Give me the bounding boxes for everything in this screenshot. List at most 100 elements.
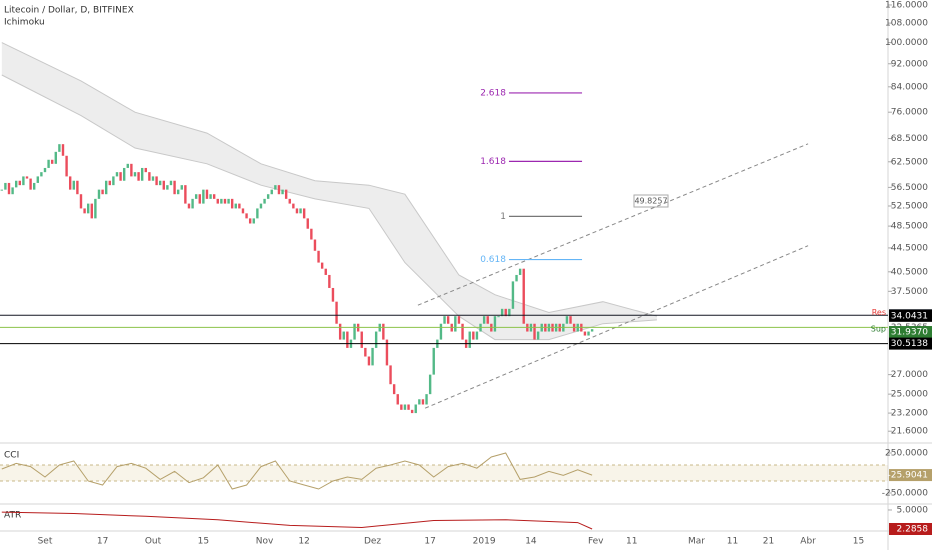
candle (140, 167, 144, 181)
level-box (889, 337, 932, 350)
candle (292, 203, 295, 209)
x-tick-label: 21 (763, 537, 774, 547)
candle (295, 208, 299, 214)
candle (72, 180, 75, 190)
candle (90, 203, 93, 219)
candle (234, 203, 237, 209)
level-tag: Sup (871, 325, 886, 334)
candle (58, 144, 61, 152)
candle (14, 180, 18, 188)
candle (248, 218, 252, 224)
candle (11, 187, 14, 195)
candle (493, 316, 497, 332)
value-label: -25.9041 (888, 471, 928, 481)
candle (277, 185, 281, 195)
trendline (417, 143, 809, 306)
candle (274, 185, 277, 190)
candle (374, 331, 378, 348)
candle (306, 218, 309, 229)
candle (166, 185, 169, 190)
candle (0, 189, 3, 191)
candle (371, 347, 374, 366)
level-label: 31.9370 (891, 328, 928, 338)
candle (18, 180, 21, 186)
candle (385, 339, 389, 366)
candle (86, 203, 90, 214)
fib-label: 2.618 (480, 88, 506, 98)
candle (353, 323, 356, 340)
candle (482, 316, 486, 324)
candle (155, 176, 158, 186)
x-tick-label: Abr (800, 537, 816, 547)
candle (266, 194, 270, 199)
candle (94, 198, 97, 219)
candle (259, 203, 263, 209)
x-tick-label: Fev (588, 537, 604, 547)
candle (418, 399, 421, 405)
candle (173, 180, 176, 195)
x-tick-label: Out (145, 537, 162, 547)
y-tick-label: 68.5000 (891, 134, 928, 144)
candle (299, 208, 302, 214)
chart-title: Litecoin / Dollar, D, BITFINEX (4, 6, 134, 16)
candle (137, 172, 140, 181)
candle (227, 198, 230, 204)
candle (486, 316, 489, 324)
candle (313, 239, 317, 251)
candle (184, 185, 187, 204)
x-tick-label: Mar (688, 537, 705, 547)
annotation: 49.8257 (634, 197, 667, 206)
candle (428, 374, 432, 395)
candle (263, 198, 266, 204)
candle (522, 268, 525, 324)
atr-label: ATR (4, 511, 21, 521)
candle (220, 198, 223, 204)
candle (389, 365, 392, 385)
candle (209, 194, 212, 199)
annotation-box (633, 194, 669, 208)
value-label: 2.2858 (897, 524, 929, 534)
candle (76, 180, 79, 195)
candle (108, 180, 111, 186)
candle (587, 331, 590, 336)
y-tick-label: 76.0000 (891, 108, 928, 118)
y-tick-label: 27.0000 (891, 370, 928, 380)
candle (256, 208, 259, 219)
candle (500, 308, 504, 317)
candle (457, 316, 461, 324)
candle (126, 163, 129, 168)
y-tick-label: -250.0000 (882, 489, 928, 499)
candle (65, 155, 68, 177)
candle (454, 316, 457, 332)
candle (194, 194, 198, 199)
candle (403, 404, 407, 410)
candle (241, 208, 245, 214)
candle (191, 198, 194, 209)
y-tick-label: 21.6000 (891, 427, 928, 437)
candle (338, 323, 342, 340)
candle (230, 198, 234, 209)
candle (497, 316, 500, 318)
candle (364, 347, 367, 357)
candle (515, 274, 518, 282)
x-tick-label: 14 (525, 537, 537, 547)
candle (443, 316, 446, 324)
candle (335, 301, 338, 324)
candle (144, 167, 147, 173)
x-tick-label: Dez (364, 537, 381, 547)
y-tick-label: 37.5000 (891, 287, 928, 297)
candle (83, 208, 86, 214)
x-tick-label: 2019 (473, 537, 496, 547)
candle (328, 274, 331, 288)
indicator-line (1, 511, 593, 530)
y-tick-label: 44.5000 (891, 243, 928, 253)
y-tick-label: 116.0000 (885, 0, 928, 10)
candle (392, 384, 396, 395)
y-tick-label: 62.5000 (891, 157, 928, 167)
candle (310, 228, 313, 240)
candle (511, 281, 515, 309)
value-box (889, 522, 932, 535)
candle (122, 167, 126, 181)
